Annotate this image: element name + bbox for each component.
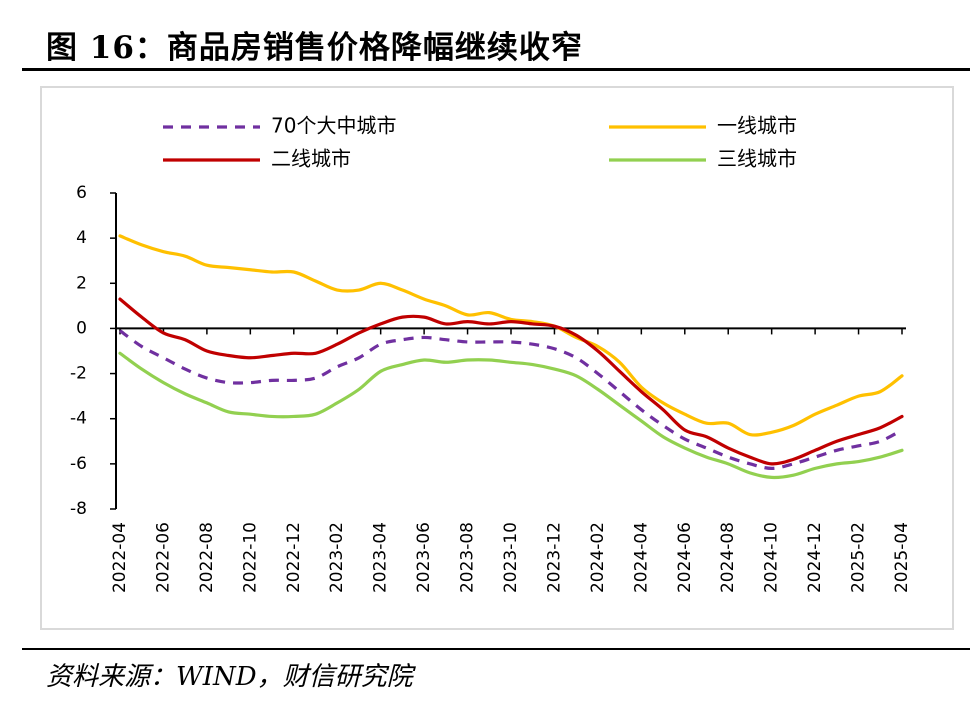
y-tick-label: -4 (70, 409, 87, 429)
x-tick-label: 2022-04 (110, 522, 130, 593)
y-axis-ticks: 6 4 2 0 -2 -4 -6 -8 (70, 183, 116, 519)
y-tick-label: 2 (76, 273, 87, 293)
x-tick-label: 2024-04 (631, 522, 651, 593)
series-lines (118, 234, 904, 480)
y-tick-label: -2 (70, 364, 87, 384)
x-tick-label: 2022-12 (284, 522, 304, 593)
legend-label-0: 70个大中城市 (271, 114, 396, 138)
x-tick-label: 2022-10 (240, 522, 260, 593)
chart-frame (40, 86, 954, 630)
series-line-3 (118, 351, 904, 480)
series-line-0 (119, 329, 903, 470)
x-tick-label: 2024-02 (588, 522, 608, 593)
source-rule (22, 648, 970, 650)
x-tick-label: 2025-02 (849, 522, 869, 593)
legend-label-1: 一线城市 (717, 114, 797, 138)
source-note: 资料来源：WIND，财信研究院 (46, 662, 413, 692)
x-tick-label: 2023-10 (501, 522, 521, 593)
x-tick-label: 2024-12 (805, 522, 825, 593)
x-tick-label: 2022-08 (197, 522, 217, 593)
legend-label-2: 二线城市 (271, 147, 351, 171)
series-line-2 (118, 297, 904, 466)
y-tick-label: -8 (70, 499, 87, 519)
x-tick-label: 2023-08 (458, 522, 478, 593)
x-tick-label: 2024-06 (675, 522, 695, 593)
figure-title: 图 16：商品房销售价格降幅继续收窄 (46, 30, 583, 66)
x-tick-label: 2023-12 (544, 522, 564, 593)
y-tick-label: 4 (76, 228, 87, 248)
x-tick-label: 2022-06 (153, 522, 173, 593)
x-tick-label: 2025-04 (892, 522, 912, 593)
x-axis-ticks: 2022-04 2022-06 2022-08 2022-10 2022-12 2023-… (110, 328, 912, 593)
x-tick-label: 2023-04 (371, 522, 391, 593)
y-tick-label: 0 (76, 318, 87, 338)
x-tick-label: 2023-02 (327, 522, 347, 593)
legend-label-3: 三线城市 (717, 147, 797, 171)
title-rule (22, 68, 970, 71)
x-tick-label: 2024-10 (762, 522, 782, 593)
y-tick-label: 6 (76, 183, 87, 203)
series-line-1 (118, 234, 904, 437)
x-tick-label: 2023-06 (414, 522, 434, 593)
y-tick-label: -6 (70, 454, 87, 474)
x-tick-label: 2024-08 (718, 522, 738, 593)
